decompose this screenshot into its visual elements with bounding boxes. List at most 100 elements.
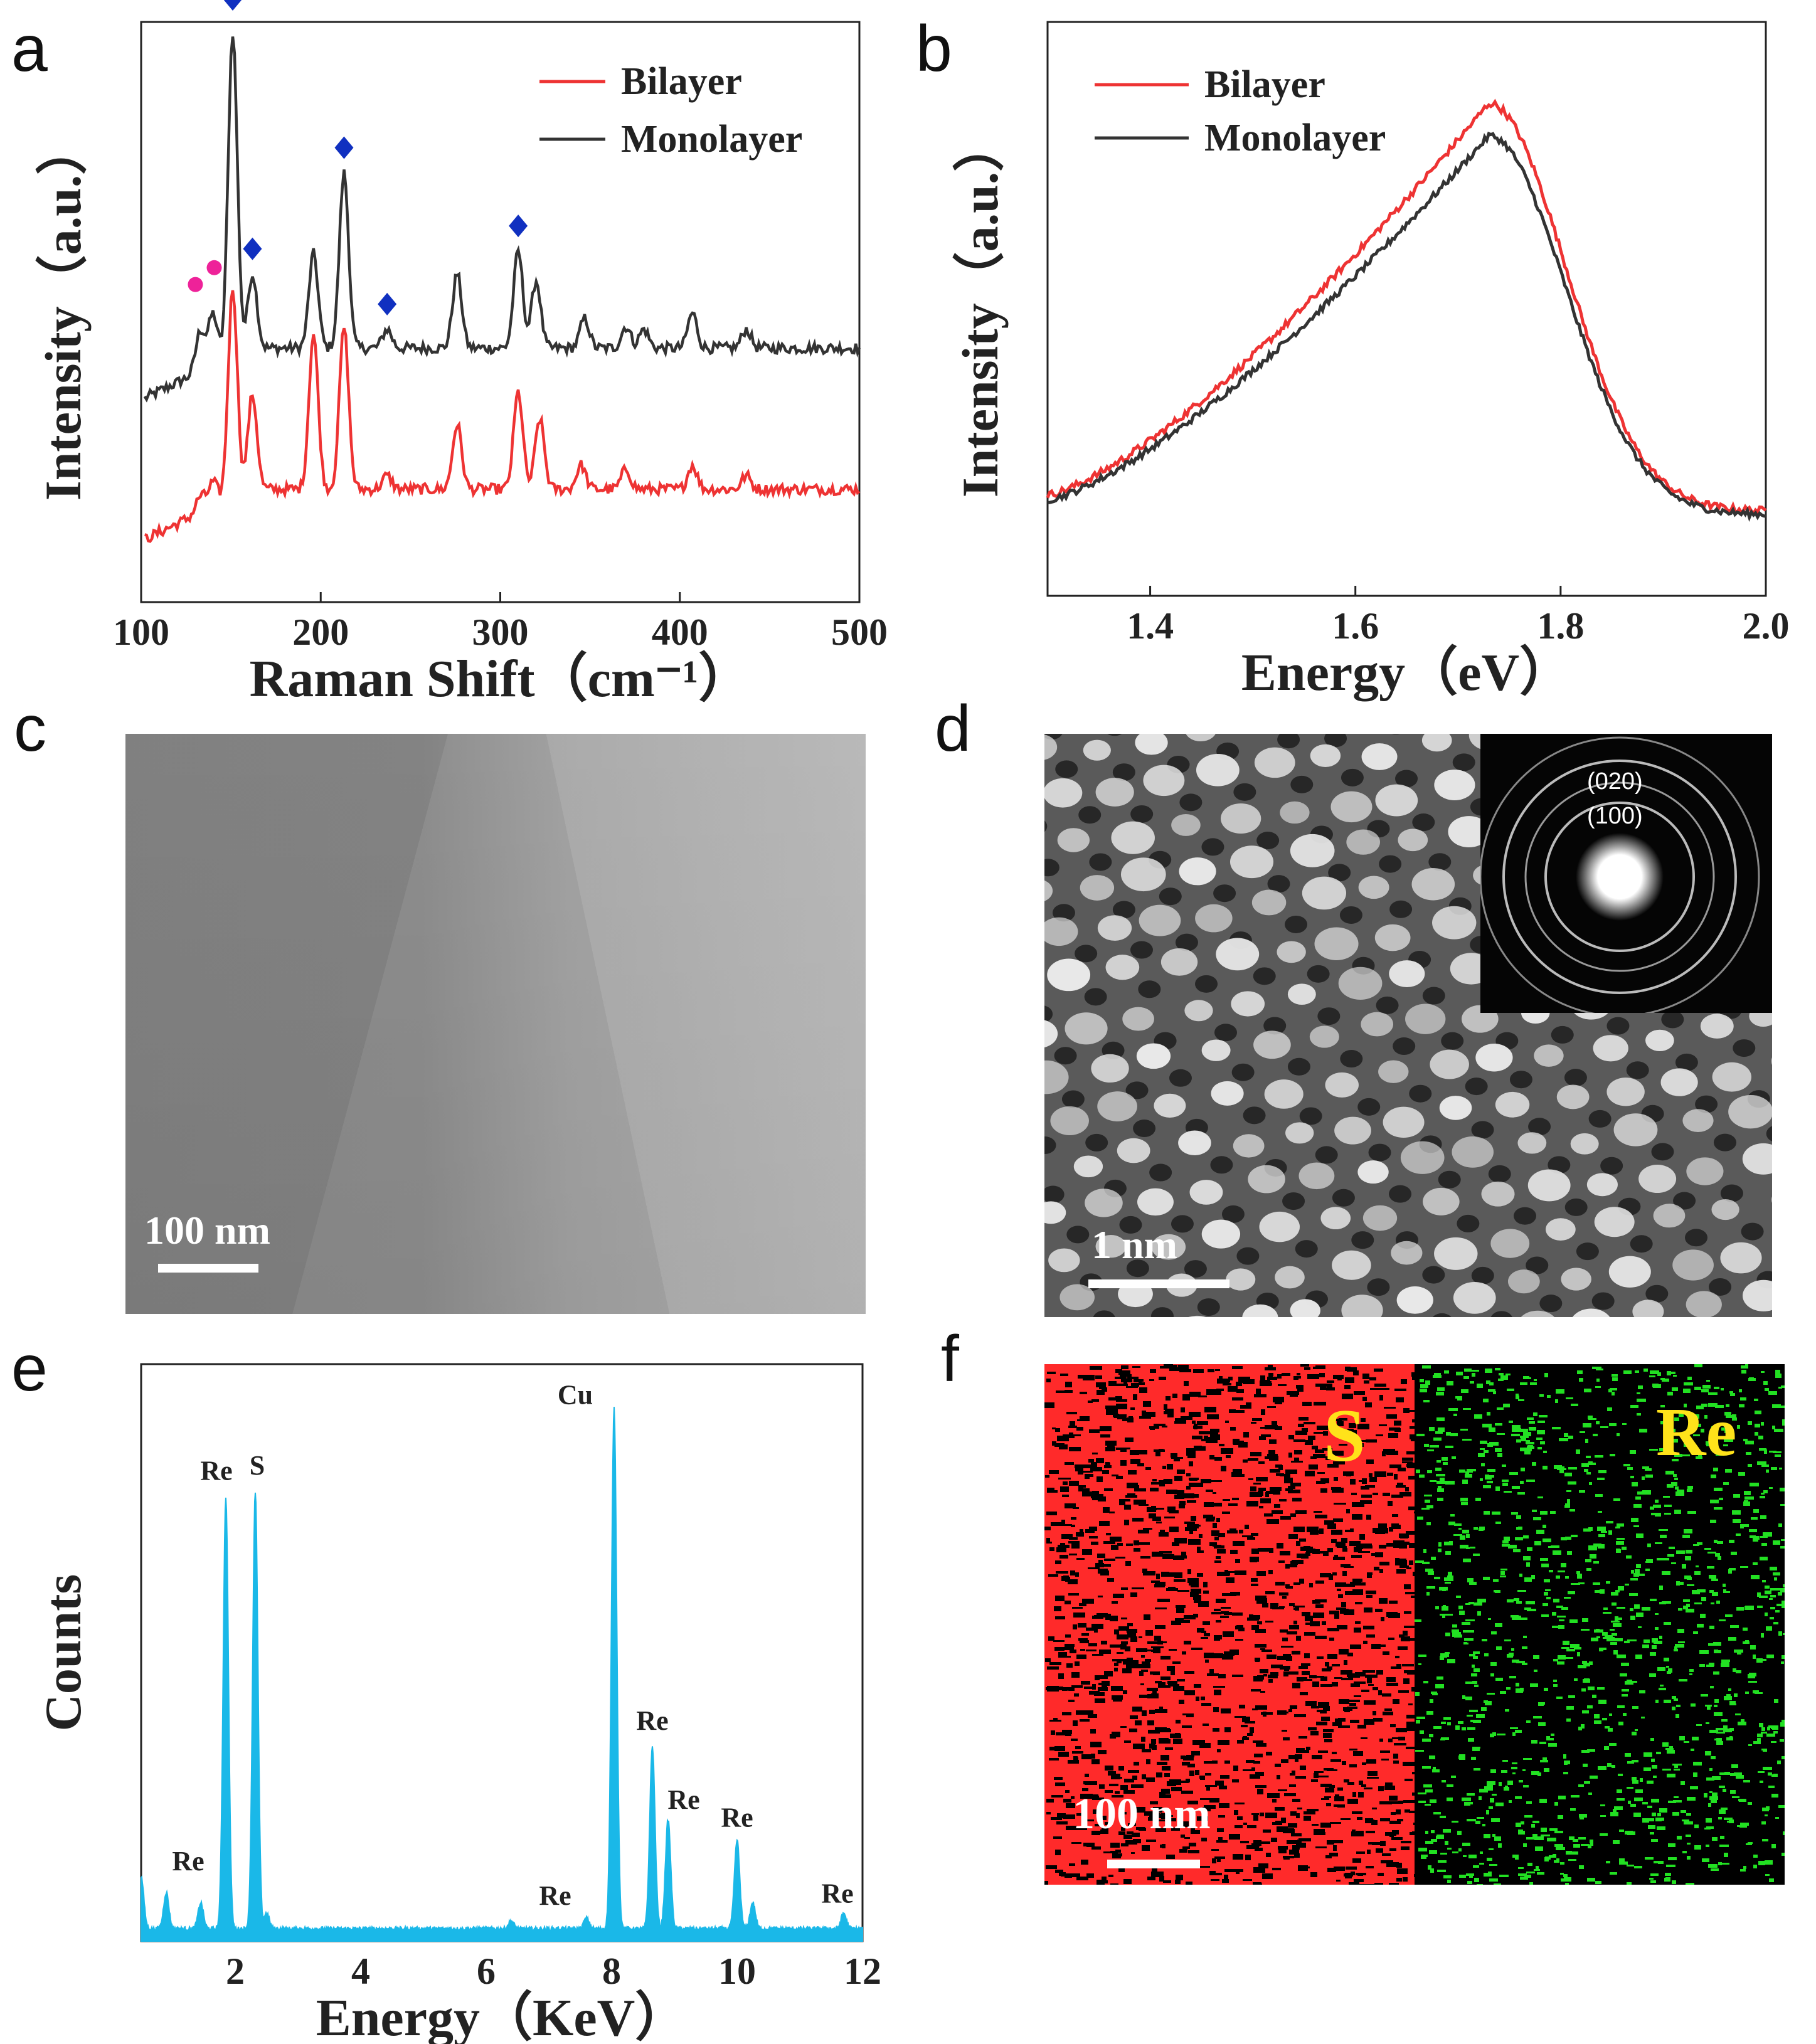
lattice-void: [1159, 887, 1182, 906]
s-map-gap: [1209, 1503, 1222, 1507]
re-map-signal: [1547, 1395, 1551, 1398]
re-map-signal: [1753, 1855, 1758, 1858]
s-map-gap: [1277, 1710, 1287, 1715]
lattice-void: [1588, 1109, 1612, 1128]
s-map-gap: [1044, 1402, 1054, 1408]
lattice-void: [1661, 1010, 1684, 1029]
atom-column: [1085, 1189, 1123, 1217]
s-map-gap: [1394, 1743, 1406, 1745]
peak-annotation: Re: [539, 1880, 571, 1911]
s-map-gap: [1185, 1527, 1197, 1531]
re-map-signal: [1734, 1772, 1742, 1776]
re-map-signal: [1714, 1387, 1719, 1389]
s-map-gap: [1401, 1841, 1411, 1843]
s-map-gap: [1092, 1798, 1104, 1800]
atom-column: [1233, 1134, 1265, 1158]
s-map-gap: [1289, 1840, 1299, 1843]
re-map-signal: [1552, 1427, 1561, 1429]
s-map-gap: [1173, 1739, 1182, 1744]
s-map-gap: [1321, 1717, 1330, 1721]
s-map-gap: [1162, 1554, 1174, 1559]
re-map-signal: [1665, 1877, 1670, 1881]
re-map-signal: [1649, 1375, 1655, 1377]
s-map-gap: [1308, 1727, 1317, 1730]
s-map-gap: [1056, 1571, 1065, 1574]
re-map-signal: [1522, 1663, 1527, 1665]
s-map-gap: [1121, 1812, 1127, 1814]
s-map-gap: [1072, 1751, 1083, 1754]
s-map-gap: [1337, 1546, 1347, 1548]
re-map-signal: [1696, 1406, 1704, 1409]
re-map-signal: [1708, 1643, 1718, 1646]
s-map-gap: [1310, 1456, 1317, 1459]
re-map-signal: [1586, 1456, 1591, 1458]
s-map-gap: [1176, 1608, 1184, 1613]
s-map-gap: [1365, 1485, 1375, 1488]
s-map-gap: [1049, 1470, 1059, 1474]
s-map-gap: [1112, 1732, 1120, 1737]
lattice-void: [1526, 1256, 1549, 1274]
re-map-signal: [1502, 1544, 1510, 1547]
s-map-gap: [1065, 1645, 1074, 1650]
s-map-gap: [1164, 1479, 1172, 1484]
s-map-gap: [1160, 1685, 1171, 1688]
y-axis-label: Intensity（a.u.）: [952, 120, 1009, 497]
s-map-gap: [1320, 1710, 1327, 1713]
re-map-signal: [1495, 1368, 1500, 1370]
re-map-signal: [1544, 1592, 1548, 1596]
lattice-void: [1645, 1284, 1669, 1303]
re-map-signal: [1732, 1796, 1739, 1798]
s-map-gap: [1059, 1871, 1063, 1876]
s-map-gap: [1134, 1379, 1142, 1382]
re-map-signal: [1682, 1454, 1690, 1456]
s-map-gap: [1071, 1525, 1075, 1527]
s-map-gap: [1334, 1477, 1338, 1481]
re-map-signal: [1650, 1738, 1654, 1741]
re-map-signal: [1460, 1429, 1468, 1431]
s-map-gap: [1164, 1404, 1167, 1410]
s-map-gap: [1358, 1551, 1370, 1553]
re-map-signal: [1489, 1848, 1494, 1850]
s-map-gap: [1357, 1424, 1369, 1429]
re-map-signal: [1566, 1718, 1571, 1722]
s-map-gap: [1292, 1651, 1300, 1655]
re-map-signal: [1642, 1476, 1645, 1480]
s-map-gap: [1106, 1533, 1111, 1535]
re-map-signal: [1594, 1720, 1601, 1724]
re-map-signal: [1568, 1436, 1573, 1439]
re-map-signal: [1425, 1804, 1431, 1806]
re-map-signal: [1421, 1855, 1428, 1857]
s-map-gap: [1221, 1708, 1231, 1713]
s-map-gap: [1343, 1584, 1355, 1587]
atom-column: [1259, 1211, 1300, 1242]
s-map-gap: [1117, 1384, 1128, 1386]
re-map-signal: [1664, 1422, 1670, 1426]
re-map-signal: [1581, 1463, 1589, 1467]
s-map-gap: [1128, 1823, 1136, 1826]
re-map-signal: [1781, 1853, 1785, 1856]
s-map-gap: [1329, 1638, 1334, 1641]
saed-label-100: (100): [1587, 803, 1643, 829]
re-map-signal: [1686, 1835, 1691, 1837]
re-map-signal: [1504, 1491, 1512, 1493]
re-map-signal: [1729, 1540, 1734, 1543]
atom-column: [1700, 1014, 1734, 1039]
re-map-signal: [1664, 1700, 1671, 1703]
s-map-gap: [1404, 1584, 1411, 1589]
s-map-gap: [1168, 1507, 1176, 1511]
lattice-void: [1457, 1214, 1480, 1232]
re-map-signal: [1415, 1560, 1424, 1563]
lattice-void: [1389, 900, 1413, 918]
s-map-gap: [1147, 1649, 1159, 1651]
legend-label: Bilayer: [621, 60, 742, 103]
s-map-gap: [1352, 1514, 1362, 1520]
s-map-gap: [1172, 1394, 1177, 1398]
re-map-signal: [1711, 1579, 1718, 1581]
re-map-signal: [1686, 1604, 1690, 1607]
s-map-gap: [1132, 1518, 1144, 1522]
s-map-gap: [1142, 1411, 1146, 1416]
re-map-signal: [1431, 1692, 1437, 1694]
s-map-gap: [1046, 1865, 1057, 1869]
re-map-signal: [1761, 1422, 1764, 1426]
